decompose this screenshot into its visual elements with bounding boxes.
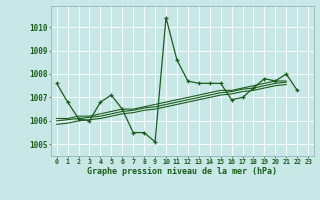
X-axis label: Graphe pression niveau de la mer (hPa): Graphe pression niveau de la mer (hPa) — [87, 167, 277, 176]
